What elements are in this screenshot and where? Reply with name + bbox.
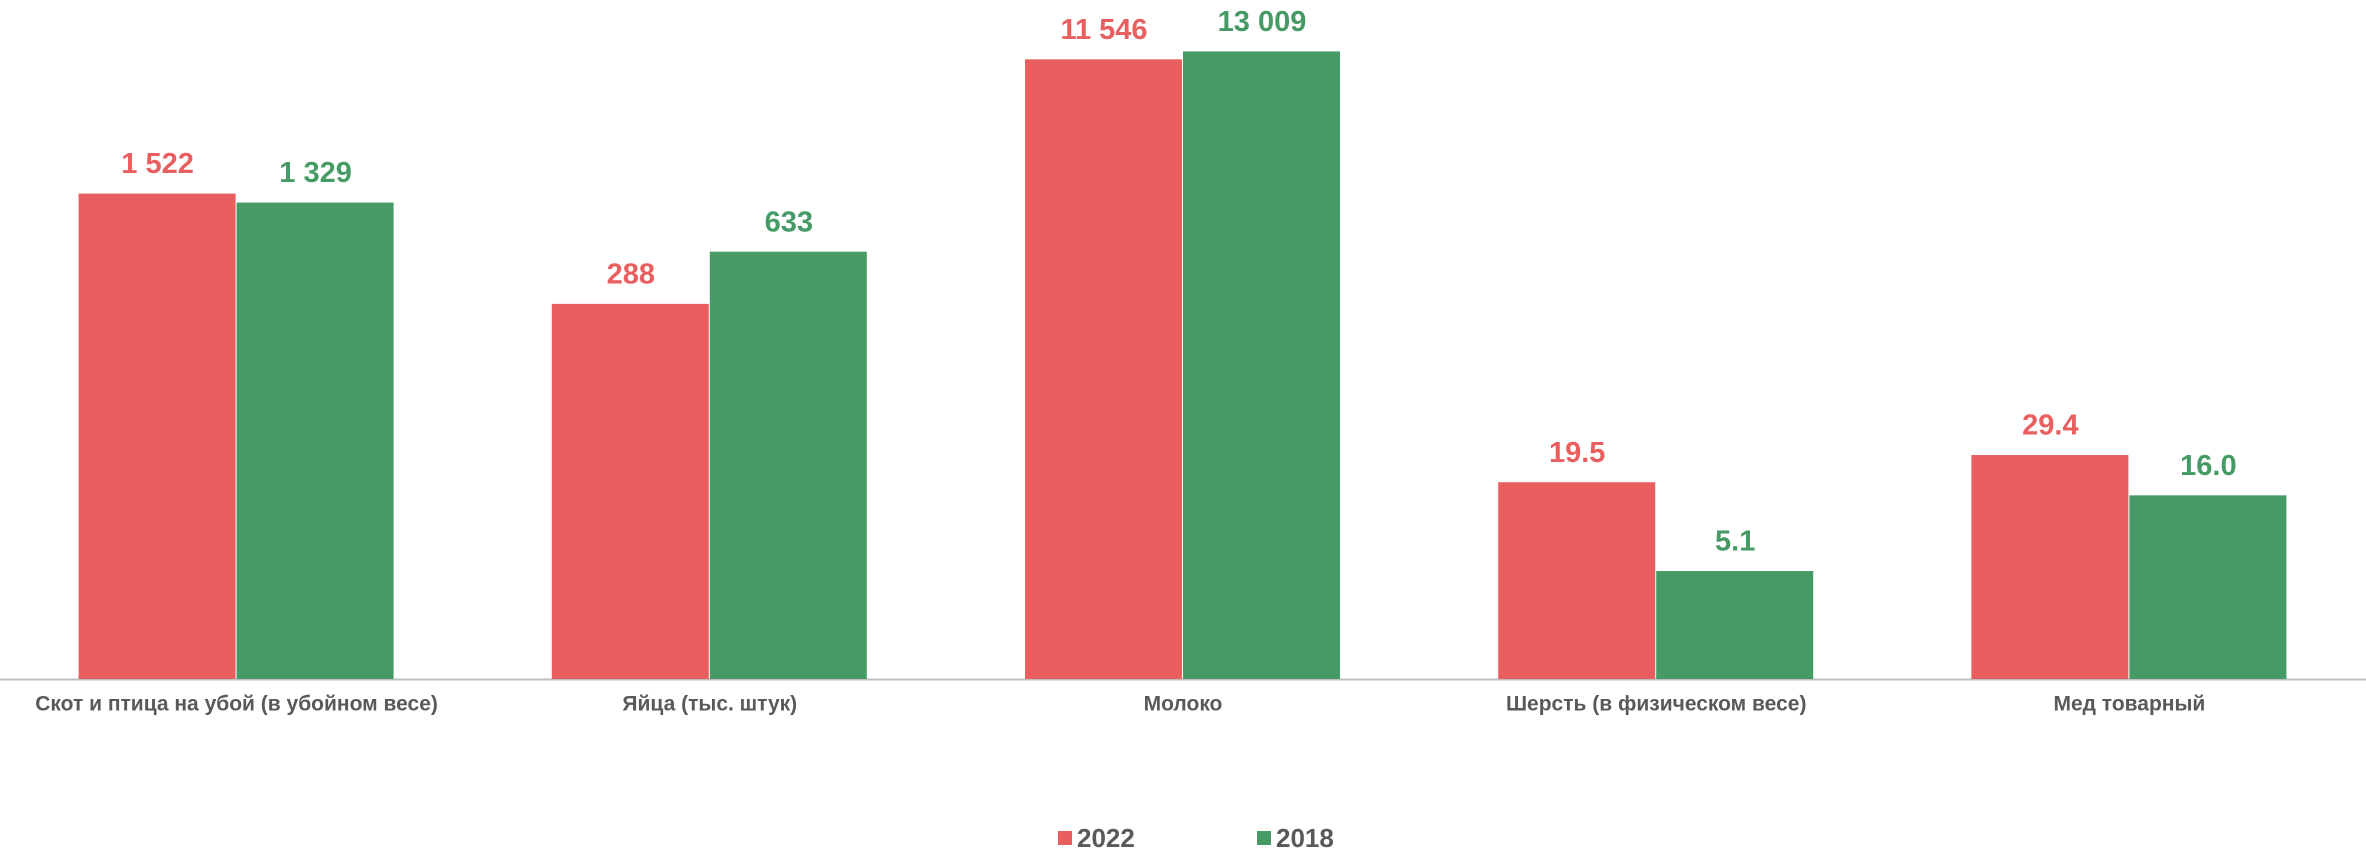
- value-label: 19.5: [1549, 437, 1605, 469]
- bar: [78, 193, 236, 679]
- value-label: 16.0: [2180, 450, 2236, 482]
- x-tick-label: Мед товарный: [2053, 693, 2205, 716]
- bar: [709, 251, 867, 680]
- x-tick-label: Молоко: [1144, 693, 1223, 716]
- bar: [1971, 455, 2129, 679]
- legend-swatch: [1058, 831, 1072, 845]
- value-label: 1 522: [121, 148, 194, 180]
- x-tick-label: Шерсть (в физическом весе): [1506, 693, 1807, 716]
- bar: [1183, 51, 1340, 679]
- legend-label: 2018: [1276, 823, 1334, 852]
- bar: [551, 303, 709, 679]
- bar: [1656, 571, 1814, 679]
- x-tick-label: Скот и птица на убой (в убойном весе): [35, 693, 438, 716]
- value-label: 633: [765, 206, 813, 238]
- legend-label: 2022: [1077, 823, 1135, 852]
- x-tick-label: Яйца (тыс. штук): [622, 693, 797, 716]
- legend-swatch: [1257, 831, 1271, 845]
- value-label: 1 329: [279, 157, 352, 189]
- bar: [1025, 59, 1182, 679]
- value-label: 13 009: [1218, 6, 1307, 38]
- bar: [2129, 495, 2287, 679]
- value-label: 5.1: [1715, 526, 1755, 558]
- value-label: 288: [607, 259, 655, 291]
- value-label: 29.4: [2022, 410, 2078, 442]
- bar: [1498, 482, 1656, 679]
- bar: [236, 202, 394, 680]
- value-label: 11 546: [1060, 14, 1147, 46]
